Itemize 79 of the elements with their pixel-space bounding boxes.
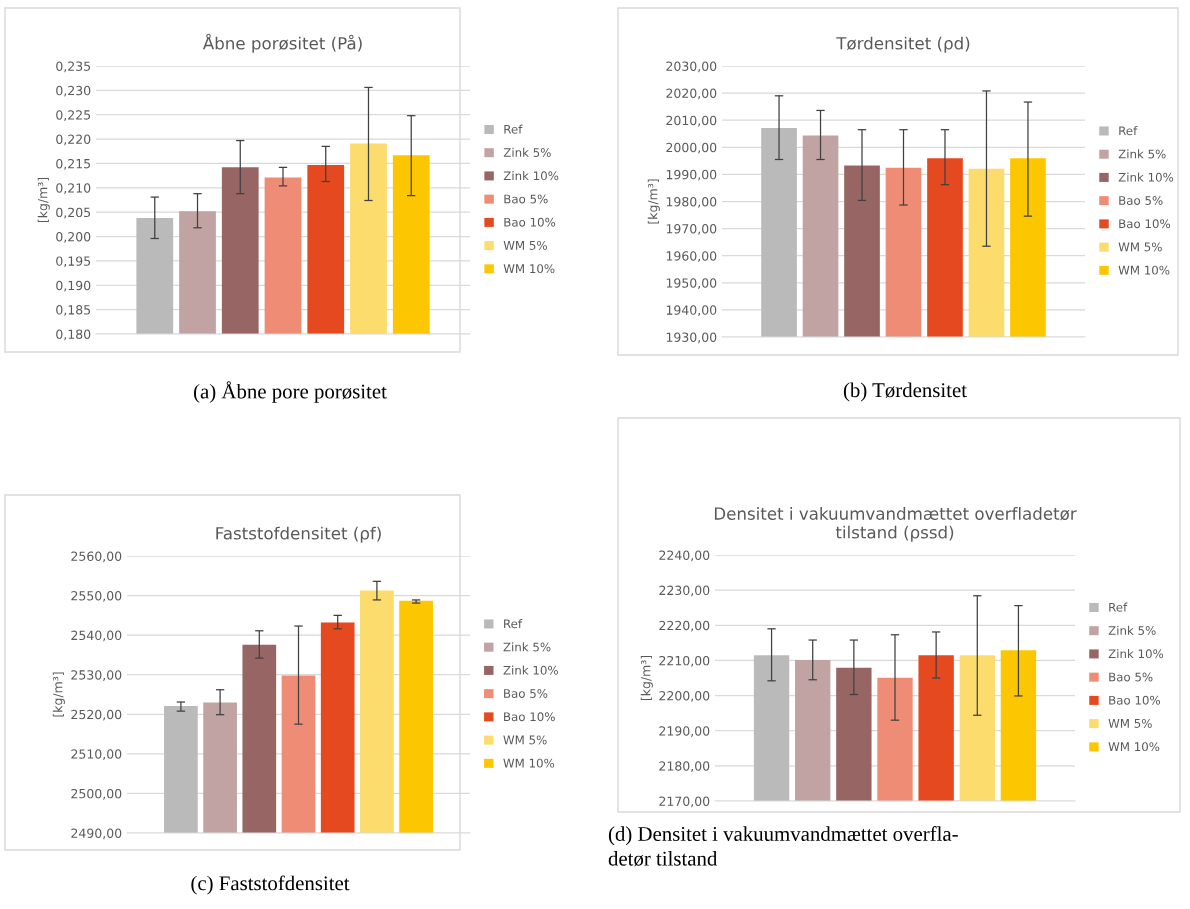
y-axis-title: [kg/m³] [640, 655, 653, 701]
legend-label: Bao 10% [504, 217, 556, 227]
chart-title: Faststofdensitet (ρf) [216, 526, 381, 543]
legend-label: Zink 10% [1108, 649, 1164, 659]
chart-title: Åbne porøsitet (På) [202, 33, 362, 53]
y-tick-label: 2230,00 [659, 585, 710, 597]
y-tick-label: 0,235 [56, 61, 91, 73]
legend-label: Zink 5% [1108, 625, 1156, 635]
y-tick-label: 0,210 [56, 183, 91, 195]
y-tick-label: 2490,00 [71, 828, 122, 840]
legend-label: Ref [504, 124, 523, 134]
y-tick-label: 2220,00 [659, 620, 710, 632]
y-tick-label: 2020,00 [666, 88, 717, 100]
y-tick-label: 0,215 [56, 158, 91, 170]
legend-label: WM 5% [1118, 242, 1162, 252]
y-tick-label: 0,180 [56, 329, 91, 341]
y-axis-title: [kg/m³] [647, 179, 660, 224]
y-tick-label: 1960,00 [666, 251, 717, 262]
legend-label: Bao 5% [504, 689, 548, 698]
y-tick-label: 1970,00 [666, 224, 717, 235]
legend-label: Bao 5% [504, 194, 548, 204]
legend-label: Zink 10% [503, 171, 559, 181]
legend-label: Bao 10% [504, 712, 555, 722]
y-tick-label: 0,225 [56, 110, 91, 121]
y-tick-label: 1980,00 [666, 196, 717, 208]
text: (c) Faststofdensitet [191, 875, 350, 895]
text: (b) Tørdensitet [843, 382, 967, 402]
legend-label: WM 10% [1108, 742, 1160, 752]
legend-label: Zink 10% [503, 665, 558, 675]
legend-label: Bao 5% [1119, 196, 1163, 205]
text: (a) Åbne pore porøsitet [194, 381, 387, 403]
y-tick-label: 2500,00 [71, 788, 122, 800]
y-tick-label: 1990,00 [666, 169, 717, 181]
legend-label: Bao 5% [1109, 672, 1153, 682]
y-tick-label: 2240,00 [659, 550, 710, 562]
legend-label: WM 10% [1118, 265, 1170, 275]
legend-label: Zink 5% [503, 147, 551, 157]
legend-label: Ref [1119, 126, 1138, 136]
y-tick-label: 2200,00 [659, 691, 710, 702]
legend-label: Bao 10% [1119, 219, 1171, 229]
y-tick-label: 2550,00 [71, 591, 122, 602]
y-tick-label: 0,205 [56, 207, 91, 219]
y-tick-label: 2030,00 [666, 61, 717, 73]
y-tick-label: 0,220 [56, 134, 91, 146]
y-tick-label: 0,190 [56, 280, 91, 292]
y-tick-label: 2000,00 [666, 142, 717, 154]
chart-title: Tørdensitet (ρd) [836, 36, 970, 53]
y-tick-label: 1940,00 [666, 305, 717, 317]
legend-label: WM 5% [1108, 718, 1152, 728]
legend-label: Ref [504, 619, 523, 629]
y-tick-label: 2210,00 [659, 655, 710, 667]
y-tick-label: 2530,00 [71, 670, 122, 681]
y-tick-label: 2170,00 [659, 796, 710, 808]
y-tick-label: 1930,00 [666, 332, 717, 344]
text: (d) Densitet i vakuumvandmættet overfla- detør tilstand [608, 826, 958, 867]
y-tick-label: 2010,00 [666, 115, 717, 127]
legend-label: Zink 5% [1118, 149, 1166, 159]
y-tick-label: 2180,00 [659, 761, 710, 773]
y-axis-title: [kg/m³] [52, 672, 65, 717]
y-tick-label: 2190,00 [659, 726, 710, 737]
legend-label: Ref [1109, 602, 1128, 612]
y-tick-label: 0,195 [56, 256, 91, 268]
y-tick-label: 2560,00 [71, 551, 122, 563]
legend-label: Bao 10% [1109, 695, 1161, 705]
legend-label: WM 10% [503, 264, 555, 274]
y-axis-title: [kg/m³] [37, 177, 50, 223]
y-tick-label: 0,230 [56, 85, 91, 97]
y-tick-label: 1950,00 [666, 278, 717, 289]
y-tick-label: 2520,00 [71, 709, 122, 721]
legend-label: WM 5% [503, 240, 547, 250]
legend-label: Zink 5% [503, 642, 551, 652]
y-tick-label: 2510,00 [71, 749, 122, 761]
y-tick-label: 2540,00 [71, 630, 122, 642]
y-tick-label: 0,185 [56, 305, 91, 316]
legend-label: WM 10% [503, 758, 555, 768]
chart-title: Densitet i vakuumvandmættet overfladetør tilstand (ρssd) [714, 507, 1077, 542]
legend-label: Zink 10% [1118, 172, 1174, 182]
legend-label: WM 5% [503, 735, 547, 745]
y-tick-label: 0,200 [56, 232, 91, 243]
